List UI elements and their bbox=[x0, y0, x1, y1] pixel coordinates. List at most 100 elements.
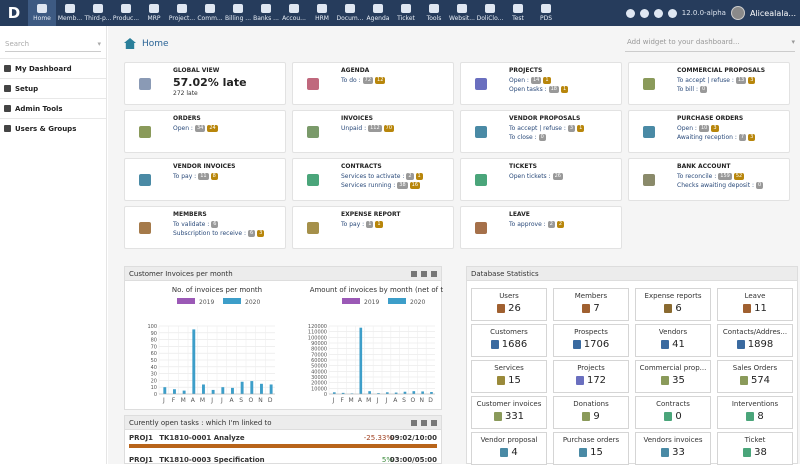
menu-item[interactable]: Third-p... bbox=[84, 0, 112, 26]
stat-box[interactable]: Contracts 0 bbox=[635, 396, 711, 429]
box-line[interactable]: To close :0 bbox=[509, 133, 617, 142]
info-box[interactable]: ORDERS Open :34 24 bbox=[124, 110, 286, 153]
task-name[interactable]: TK1810-0003 Specification bbox=[159, 456, 265, 464]
stat-box[interactable]: Users 26 bbox=[471, 288, 547, 321]
info-box[interactable]: TICKETS Open tickets :26 bbox=[460, 158, 622, 201]
box-line[interactable]: Open :14 1 bbox=[509, 76, 617, 85]
box-line[interactable]: To do :72 12 bbox=[341, 76, 449, 85]
box-line[interactable]: Open :10 3 bbox=[677, 124, 785, 133]
menu-item[interactable]: DoliClo... bbox=[476, 0, 504, 26]
stat-box[interactable]: Ticket 38 bbox=[717, 432, 793, 465]
close-icon[interactable] bbox=[431, 270, 437, 277]
info-box[interactable]: AGENDA To do :72 12 bbox=[292, 62, 454, 105]
menu-item[interactable]: Docum... bbox=[336, 0, 364, 26]
box-line[interactable]: Open :34 24 bbox=[173, 124, 281, 133]
avatar[interactable] bbox=[730, 6, 745, 20]
box-line[interactable]: Services running :38 16 bbox=[341, 181, 449, 190]
help-icon[interactable] bbox=[639, 8, 649, 18]
info-box[interactable]: GLOBAL VIEW 57.02% late 272 late bbox=[124, 62, 286, 105]
user-name[interactable]: Alicealala... bbox=[749, 8, 796, 18]
filter-icon[interactable] bbox=[411, 270, 417, 277]
close-icon[interactable] bbox=[431, 419, 437, 426]
task-project[interactable]: PROJ1 bbox=[129, 456, 153, 464]
stat-box[interactable]: Vendor proposal 4 bbox=[471, 432, 547, 465]
menu-item[interactable]: PDS bbox=[532, 0, 560, 26]
task-project[interactable]: PROJ1 bbox=[129, 434, 153, 442]
task-row[interactable]: PROJ1 TK1810-0003 Specification 5% 03:00… bbox=[129, 456, 437, 464]
print-icon[interactable] bbox=[653, 8, 663, 18]
menu-item[interactable]: Home bbox=[28, 0, 56, 26]
stat-box[interactable]: Commercial prop... 35 bbox=[635, 360, 711, 393]
stat-box[interactable]: Interventions 8 bbox=[717, 396, 793, 429]
app-logo[interactable]: D bbox=[7, 4, 21, 22]
stat-box[interactable]: Customer invoices 331 bbox=[471, 396, 547, 429]
sidebar-item-setup[interactable]: Setup bbox=[0, 78, 106, 98]
menu-item[interactable]: Tools bbox=[420, 0, 448, 26]
box-line[interactable]: Checks awaiting deposit :0 bbox=[677, 181, 785, 190]
menu-item[interactable]: Banks ... bbox=[252, 0, 280, 26]
stat-box[interactable]: Contacts/Addres... 1898 bbox=[717, 324, 793, 357]
box-line[interactable]: Unpaid :112 70 bbox=[341, 124, 449, 133]
box-line[interactable]: To reconcile :159 52 bbox=[677, 172, 785, 181]
search-input[interactable]: Search ▾ bbox=[5, 36, 101, 52]
filter-icon[interactable] bbox=[411, 419, 417, 426]
info-box[interactable]: MEMBERS To validate :6 Subscription to rec… bbox=[124, 206, 286, 249]
info-box[interactable]: VENDOR PROPOSALS To accept | refuse :3 1 To… bbox=[460, 110, 622, 153]
menu-item[interactable]: HRM bbox=[308, 0, 336, 26]
menu-item[interactable]: Billing ... bbox=[224, 0, 252, 26]
sidebar-item-admin-tools[interactable]: Admin Tools bbox=[0, 98, 106, 118]
add-widget-select[interactable]: Add widget to your dashboard... ▾ bbox=[625, 38, 795, 52]
sidebar-item-users-groups[interactable]: Users & Groups bbox=[0, 118, 106, 138]
task-row[interactable]: PROJ1 TK1810-0001 Analyze -25.33% 09:02/… bbox=[129, 434, 437, 448]
stat-box[interactable]: Vendors 41 bbox=[635, 324, 711, 357]
stat-box[interactable]: Customers 1686 bbox=[471, 324, 547, 357]
info-box[interactable]: INVOICES Unpaid :112 70 bbox=[292, 110, 454, 153]
info-box[interactable]: VENDOR INVOICES To pay :11 8 bbox=[124, 158, 286, 201]
stat-box[interactable]: Services 15 bbox=[471, 360, 547, 393]
stat-box[interactable]: Sales Orders 574 bbox=[717, 360, 793, 393]
info-box[interactable]: COMMERCIAL PROPOSALS To accept | refuse :… bbox=[628, 62, 790, 105]
stat-box[interactable]: Prospects 1706 bbox=[553, 324, 629, 357]
stat-box[interactable]: Expense reports 6 bbox=[635, 288, 711, 321]
menu-item[interactable]: Comm... bbox=[196, 0, 224, 26]
info-box[interactable]: CONTRACTS Services to activate :2 1 Service… bbox=[292, 158, 454, 201]
menu-item[interactable]: MRP bbox=[140, 0, 168, 26]
info-box[interactable]: BANK ACCOUNT To reconcile :159 52 Checks aw… bbox=[628, 158, 790, 201]
sidebar-item-my-dashboard[interactable]: My Dashboard bbox=[0, 58, 106, 78]
menu-item[interactable]: Agenda bbox=[364, 0, 392, 26]
menu-item[interactable]: Memb... bbox=[56, 0, 84, 26]
menu-item[interactable]: Accou... bbox=[280, 0, 308, 26]
menu-item[interactable]: Ticket bbox=[392, 0, 420, 26]
menu-item[interactable]: Test bbox=[504, 0, 532, 26]
menu-item[interactable]: Websit... bbox=[448, 0, 476, 26]
task-name[interactable]: TK1810-0001 Analyze bbox=[159, 434, 245, 442]
logout-icon[interactable] bbox=[667, 8, 677, 18]
box-line[interactable]: Open tickets :26 bbox=[509, 172, 617, 181]
box-line[interactable]: To pay :11 8 bbox=[173, 172, 281, 181]
move-icon[interactable] bbox=[421, 419, 427, 426]
chat-icon[interactable] bbox=[625, 8, 635, 18]
stat-box[interactable]: Donations 9 bbox=[553, 396, 629, 429]
box-line[interactable]: To validate :6 bbox=[173, 220, 281, 229]
box-line[interactable]: To accept | refuse :13 3 bbox=[677, 76, 785, 85]
stat-box[interactable]: Leave 11 bbox=[717, 288, 793, 321]
move-icon[interactable] bbox=[421, 270, 427, 277]
info-box[interactable]: PROJECTS Open :14 1 Open tasks :18 1 bbox=[460, 62, 622, 105]
menu-item[interactable]: Project... bbox=[168, 0, 196, 26]
box-line[interactable]: To bill :0 bbox=[677, 85, 785, 94]
stat-box[interactable]: Vendors invoices 33 bbox=[635, 432, 711, 465]
stat-box[interactable]: Purchase orders 15 bbox=[553, 432, 629, 465]
menu-item[interactable]: Produc... bbox=[112, 0, 140, 26]
stat-box[interactable]: Projects 172 bbox=[553, 360, 629, 393]
box-line[interactable]: Open tasks :18 1 bbox=[509, 85, 617, 94]
info-box[interactable]: PURCHASE ORDERS Open :10 3 Awaiting recepti… bbox=[628, 110, 790, 153]
stat-box[interactable]: Members 7 bbox=[553, 288, 629, 321]
